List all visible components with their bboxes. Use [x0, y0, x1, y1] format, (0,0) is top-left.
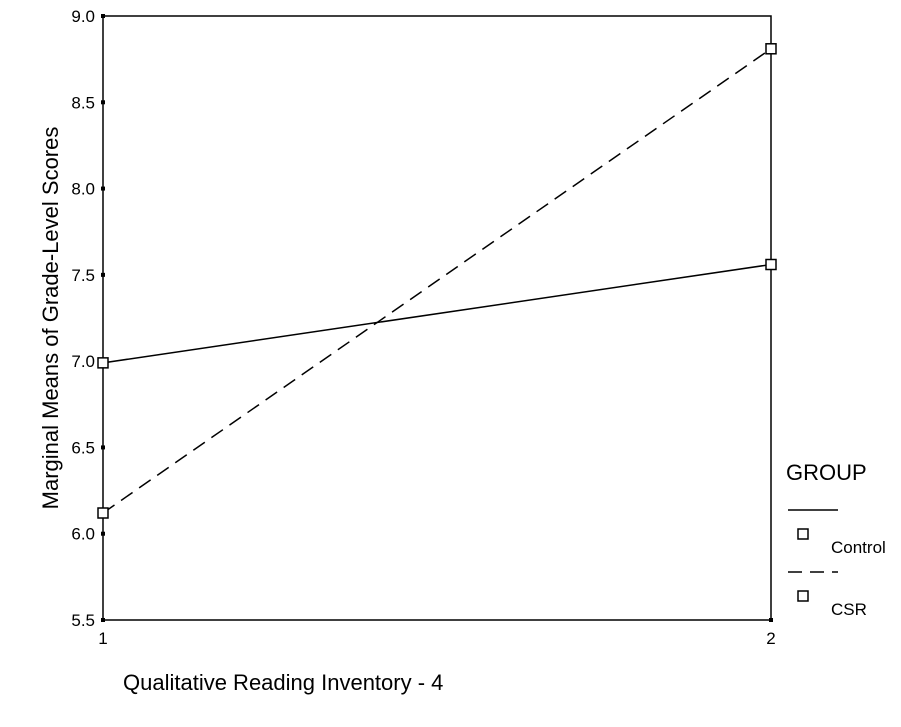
- y-tick-label: 8.0: [71, 180, 95, 199]
- series-line-csr: [102, 48, 772, 514]
- y-tick-label: 9.0: [71, 7, 95, 26]
- x-tick-mark: [769, 618, 773, 622]
- y-tick-label: 5.5: [71, 611, 95, 630]
- data-point-control: [97, 357, 109, 369]
- y-tick-label: 7.5: [71, 266, 95, 285]
- y-tick-label: 7.0: [71, 352, 95, 371]
- x-tick-label: 1: [98, 629, 107, 648]
- y-tick-mark: [101, 531, 105, 536]
- data-point-csr: [765, 43, 777, 55]
- legend-marker-control: [797, 528, 809, 540]
- x-tick-label: 2: [766, 629, 775, 648]
- legend-label-control: Control: [831, 538, 886, 557]
- y-axis-title: Marginal Means of Grade-Level Scores: [38, 127, 63, 510]
- series-line-control: [102, 263, 772, 364]
- labels-layer: Marginal Means of Grade-Level Scores Qua…: [38, 127, 443, 695]
- data-point-csr: [97, 507, 109, 519]
- legend-label-csr: CSR: [831, 600, 867, 619]
- y-tick-mark: [101, 272, 105, 277]
- series-layer: [97, 43, 777, 519]
- y-tick-mark: [101, 14, 105, 18]
- plot-frame: [102, 15, 772, 621]
- y-tick-mark: [101, 445, 105, 450]
- legend-title: GROUP: [786, 460, 867, 485]
- y-tick-mark: [101, 186, 105, 191]
- legend-marker-csr: [797, 590, 809, 602]
- data-point-control: [765, 258, 777, 271]
- y-tick-label: 8.5: [71, 93, 95, 112]
- y-tick-mark: [101, 100, 105, 105]
- legend: GROUP Control CSR: [786, 460, 886, 619]
- y-tick-label: 6.5: [71, 438, 95, 457]
- x-axis-title: Qualitative Reading Inventory - 4: [123, 670, 443, 695]
- y-tick-label: 6.0: [71, 525, 95, 544]
- axes: 5.5 6.0 6.5 7.0 7.5 8.0 8.5 9.0 1 2: [71, 7, 775, 648]
- x-tick-mark: [101, 618, 105, 622]
